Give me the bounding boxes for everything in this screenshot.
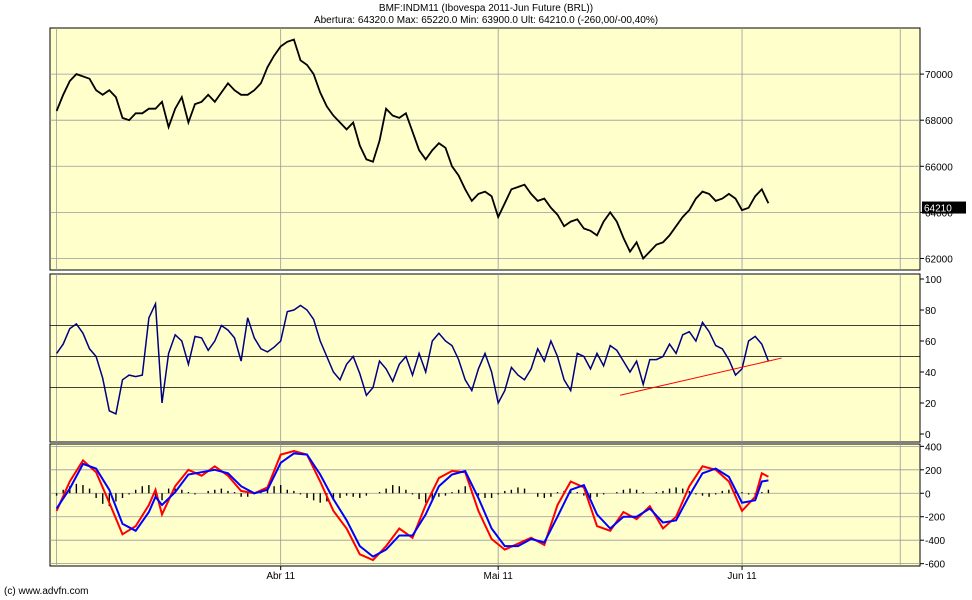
rsi-tick-label: 100 bbox=[925, 275, 942, 286]
price-tick-label: 64000 bbox=[925, 208, 953, 219]
macd-panel bbox=[49, 443, 921, 567]
chart-title: BMF:INDM11 (Ibovespa 2011-Jun Future (BR… bbox=[378, 3, 594, 14]
rsi-tick-label: 40 bbox=[925, 368, 937, 379]
rsi-panel bbox=[49, 273, 921, 443]
rsi-tick-label: 20 bbox=[925, 399, 937, 410]
x-tick-label: Jun 11 bbox=[727, 571, 757, 582]
price-tick-label: 66000 bbox=[925, 162, 953, 173]
signal-series-line bbox=[55, 452, 769, 558]
price-tick-label: 62000 bbox=[925, 254, 953, 265]
macd-tick-label: -200 bbox=[925, 513, 945, 524]
rsi-series-line bbox=[55, 300, 770, 415]
rsi-tick-label: 0 bbox=[925, 430, 931, 441]
macd-tick-label: -600 bbox=[925, 560, 945, 571]
macd-tick-label: 200 bbox=[925, 466, 942, 477]
rsi-trendline bbox=[620, 357, 782, 396]
rsi-tick-label: 60 bbox=[925, 337, 937, 348]
macd-tick-label: 400 bbox=[925, 442, 942, 453]
rsi-tick-label: 80 bbox=[925, 306, 937, 317]
macd-series-line bbox=[55, 449, 769, 562]
price-panel bbox=[49, 27, 921, 271]
x-tick-label: Abr 11 bbox=[266, 571, 295, 582]
price-series-line bbox=[55, 38, 770, 261]
last-price-label: 64210 bbox=[924, 204, 952, 215]
chart-subtitle: Abertura: 64320.0 Max: 65220.0 Min: 6390… bbox=[313, 15, 659, 26]
footer-credit: (c) www.advfn.com bbox=[4, 586, 89, 597]
last-price-badge bbox=[922, 201, 966, 214]
macd-tick-label: -400 bbox=[925, 536, 945, 547]
price-tick-label: 68000 bbox=[925, 116, 953, 127]
macd-tick-label: 0 bbox=[925, 489, 931, 500]
price-tick-label: 70000 bbox=[925, 70, 953, 81]
x-tick-label: Mai 11 bbox=[484, 571, 514, 582]
